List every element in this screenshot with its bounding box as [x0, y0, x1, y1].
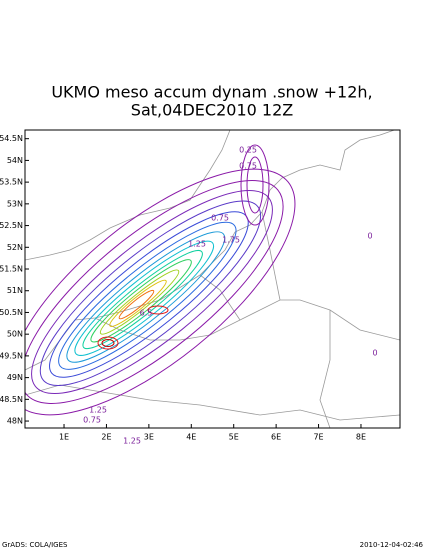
map-subtitle: Sat,04DEC2010 12Z [131, 101, 293, 120]
contour-label: 1.25 [89, 406, 107, 415]
y-tick-label: 50.5N [0, 308, 23, 317]
y-tick-label: 48N [7, 417, 23, 426]
y-tick-label: 48.5N [0, 395, 23, 404]
x-tick-label: 2E [101, 433, 111, 442]
y-tick-label: 49N [7, 373, 23, 382]
contour-label: 0 [372, 349, 377, 358]
y-tick-label: 52N [7, 243, 23, 252]
map-area [25, 130, 400, 428]
x-tick-label: 5E [229, 433, 239, 442]
footer-right: 2010-12-04-02:46 [360, 541, 424, 549]
y-tick-label: 52.5N [0, 221, 23, 230]
coastline [25, 130, 396, 371]
y-tick-label: 50N [7, 330, 23, 339]
y-tick-label: 53N [7, 199, 23, 208]
contour [147, 305, 169, 315]
y-tick-label: 49.5N [0, 351, 23, 360]
x-tick-label: 1E [59, 433, 69, 442]
map-frame [24, 129, 401, 429]
y-tick-label: 51N [7, 286, 23, 295]
contour [101, 339, 115, 347]
contour-label: 1.25 [188, 240, 206, 249]
y-tick-label: 54N [7, 156, 23, 165]
contour [240, 144, 270, 226]
contour-label: 6.5 [140, 309, 153, 318]
contours [25, 168, 296, 416]
x-tick-label: 8E [356, 433, 366, 442]
x-tick-label: 4E [186, 433, 196, 442]
x-tick-label: 6E [271, 433, 281, 442]
x-tick-label: 3E [144, 433, 154, 442]
y-tick-label: 53.5N [0, 178, 23, 187]
map-title: UKMO meso accum dynam .snow +12h, [51, 83, 372, 102]
y-tick-label: 51.5N [0, 265, 23, 274]
contour-label: 0.75 [239, 162, 257, 171]
footer-left: GrADS: COLA/IGES [2, 541, 68, 549]
border [199, 211, 331, 428]
contour-label: 0.75 [211, 214, 229, 223]
contour-label: 0.25 [239, 146, 257, 155]
contour-label: 1.75 [222, 236, 240, 245]
contour-label: 1.25 [123, 437, 141, 446]
contour [246, 156, 264, 214]
contour [97, 336, 119, 350]
contour-label: 0 [367, 232, 372, 241]
contour-label: 0.75 [83, 416, 101, 425]
coastline [25, 130, 231, 261]
x-tick-label: 7E [313, 433, 323, 442]
y-tick-label: 54.5N [0, 134, 23, 143]
coastline [25, 384, 400, 421]
